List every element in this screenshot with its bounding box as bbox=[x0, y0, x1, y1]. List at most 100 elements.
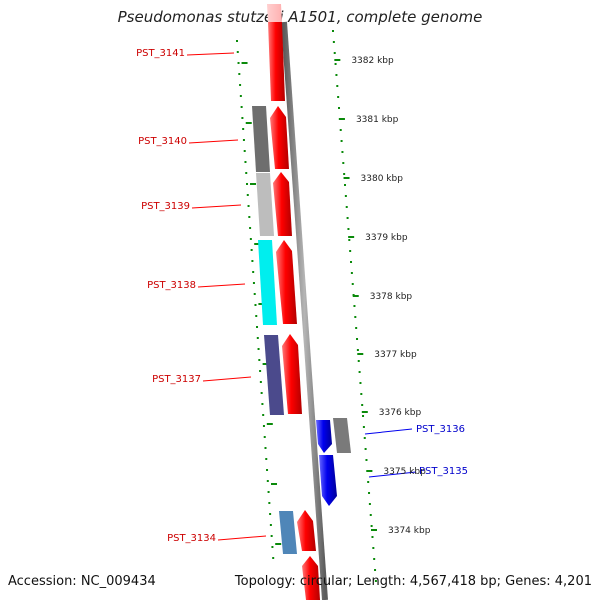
rail-dot bbox=[372, 547, 375, 549]
rail-dot bbox=[334, 63, 337, 65]
scale-tick-label: 3376 kbp bbox=[379, 408, 422, 418]
cog-block-3137[interactable] bbox=[264, 335, 284, 415]
cog-block-3134[interactable] bbox=[279, 511, 297, 554]
rail-dot bbox=[370, 525, 373, 527]
left-gene-labels: PST_3141 PST_3140 PST_3139 PST_3138 PST_3137… bbox=[136, 48, 267, 544]
gene-arrow-pst-3141[interactable] bbox=[268, 22, 285, 101]
gene-label-right[interactable]: PST_3136 bbox=[416, 424, 465, 435]
cog-block-3138[interactable] bbox=[258, 240, 277, 325]
gene-label-left[interactable]: PST_3138 bbox=[147, 280, 196, 291]
scale-tick bbox=[352, 295, 359, 297]
rail-dot bbox=[251, 260, 254, 262]
scale-tick bbox=[348, 236, 355, 238]
rail-dot bbox=[236, 40, 238, 42]
gene-arrow-pst-3140[interactable] bbox=[270, 106, 289, 169]
rail-dot bbox=[361, 404, 364, 406]
gene-arrow-pst-3135[interactable] bbox=[319, 455, 337, 506]
rail-dot bbox=[243, 150, 246, 152]
gene-arrow-pst-3134[interactable] bbox=[297, 510, 316, 551]
rail-dot bbox=[259, 370, 262, 372]
gene-leader-line bbox=[217, 535, 267, 541]
rail-dot bbox=[252, 271, 255, 273]
cog-block-3140[interactable] bbox=[252, 106, 270, 172]
scale-tick bbox=[361, 411, 368, 413]
scale-tick-label: 3374 kbp bbox=[388, 526, 431, 536]
rail-dot bbox=[344, 195, 347, 197]
rail-dot bbox=[242, 139, 245, 141]
rail-dot bbox=[253, 293, 256, 295]
scale-tick-label: 3380 kbp bbox=[361, 174, 404, 184]
rail-dot bbox=[342, 162, 345, 164]
rail-dot bbox=[358, 371, 361, 373]
rail-dot bbox=[336, 85, 339, 87]
rail-dot bbox=[255, 315, 258, 317]
gene-arrow-pst-3141-top[interactable] bbox=[267, 4, 282, 22]
reverse-genes bbox=[316, 420, 337, 506]
rail-dot bbox=[239, 84, 242, 86]
rail-dot bbox=[344, 184, 347, 186]
gene-arrow-pst-3137[interactable] bbox=[282, 334, 302, 414]
rail-dot bbox=[248, 216, 251, 218]
right-gene-labels: PST_3136 PST_3135 bbox=[364, 424, 468, 478]
rail-dot bbox=[245, 172, 248, 174]
rail-dot bbox=[339, 129, 342, 131]
rail-dot bbox=[237, 62, 240, 64]
rail-dot bbox=[371, 536, 374, 538]
rail-dot bbox=[374, 569, 377, 571]
gene-arrow-next[interactable] bbox=[302, 556, 320, 600]
rail-dot bbox=[238, 73, 241, 75]
rail-dot bbox=[271, 546, 274, 548]
cog-block-3136[interactable] bbox=[333, 418, 351, 453]
rail-dot bbox=[341, 151, 344, 153]
genome-summary-text: Topology: circular; Length: 4,567,418 bp… bbox=[234, 574, 592, 589]
rail-dot bbox=[360, 393, 363, 395]
gene-leader-line bbox=[188, 139, 239, 144]
rail-dot bbox=[332, 30, 334, 32]
gene-label-left[interactable]: PST_3137 bbox=[152, 374, 201, 385]
rail-dot bbox=[239, 95, 242, 97]
scale-tick-label: 3381 kbp bbox=[356, 115, 399, 125]
rail-dot bbox=[355, 327, 358, 329]
rail-dot bbox=[260, 392, 263, 394]
gene-arrow-pst-3138[interactable] bbox=[276, 240, 297, 324]
scale-tick-label: 3379 kbp bbox=[365, 233, 408, 243]
gene-arrow-pst-3139[interactable] bbox=[273, 172, 292, 236]
cog-block-3139[interactable] bbox=[256, 173, 274, 236]
gene-leader-line bbox=[186, 52, 235, 56]
rail-dash bbox=[262, 363, 269, 365]
gene-label-right[interactable]: PST_3135 bbox=[419, 466, 468, 477]
rail-dot bbox=[246, 183, 249, 185]
gene-leader-line bbox=[368, 471, 417, 478]
scale-tick-label: 3382 kbp bbox=[351, 56, 394, 66]
rail-dot bbox=[261, 403, 264, 405]
rail-dot bbox=[340, 140, 343, 142]
rail-dot bbox=[368, 492, 371, 494]
rail-dot bbox=[257, 348, 260, 350]
rail-dot bbox=[259, 381, 262, 383]
scale-tick-label: 3375 kbp bbox=[383, 467, 426, 477]
scale-tick bbox=[357, 353, 364, 355]
rail-dot bbox=[264, 447, 267, 449]
rail-dot bbox=[333, 52, 336, 54]
rail-dot bbox=[350, 261, 353, 263]
genome-backbone bbox=[281, 21, 328, 600]
scale-tick bbox=[338, 118, 345, 120]
rail-dash bbox=[245, 122, 252, 124]
gene-arrow-pst-3136[interactable] bbox=[316, 420, 332, 453]
rail-dot bbox=[249, 238, 252, 240]
rail-dot bbox=[262, 414, 265, 416]
scale-tick-label: 3378 kbp bbox=[370, 292, 413, 302]
rail-dot bbox=[258, 359, 261, 361]
gene-label-left[interactable]: PST_3140 bbox=[138, 136, 187, 147]
cog-blocks bbox=[252, 106, 351, 554]
rail-dot bbox=[242, 128, 245, 130]
map-title: Pseudomonas stutzeri A1501, complete gen… bbox=[117, 8, 483, 26]
rail-dash bbox=[250, 183, 257, 185]
gene-label-left[interactable]: PST_3139 bbox=[141, 201, 190, 212]
scale-tick bbox=[343, 177, 350, 179]
gene-leader-line bbox=[202, 376, 252, 382]
gene-label-left[interactable]: PST_3134 bbox=[167, 533, 216, 544]
rail-dot bbox=[337, 96, 340, 98]
gene-label-left[interactable]: PST_3141 bbox=[136, 48, 185, 59]
